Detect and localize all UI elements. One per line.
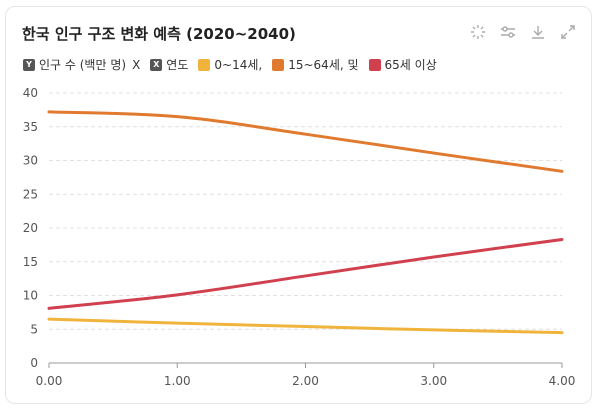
x-tick-label: 0.00	[36, 374, 63, 388]
legend-swatch-0	[198, 58, 211, 71]
x-tick-label: 3.00	[420, 374, 447, 388]
x-badge: X	[150, 58, 163, 71]
y-tick-label: 40	[23, 86, 38, 100]
series-line-2	[47, 237, 564, 310]
y-tick-label: 0	[30, 356, 38, 370]
chart-card: 한국 인구 구조 변화 예측 (2020~2040) Y 인구 수 (백만 명)…	[5, 6, 592, 404]
legend-y-axis: Y 인구 수 (백만 명) X	[23, 56, 146, 73]
expand-icon[interactable]	[559, 23, 577, 41]
filter-icon[interactable]	[499, 23, 517, 41]
chart-toolbar	[469, 23, 577, 41]
x-tick-label: 1.00	[164, 374, 191, 388]
download-icon[interactable]	[529, 23, 547, 41]
chart-title: 한국 인구 구조 변화 예측 (2020~2040)	[22, 25, 296, 43]
y-tick-label: 5	[30, 322, 38, 336]
legend-label-1: 15~64세, 및	[288, 58, 359, 72]
y-tick-label: 15	[23, 255, 38, 269]
select-icon[interactable]	[469, 23, 487, 41]
y-axis-label: 인구 수 (백만 명)	[39, 58, 127, 72]
legend-label-2: 65세 이상	[384, 58, 437, 72]
series-line-1	[47, 110, 564, 173]
series-line-0	[47, 317, 564, 335]
legend-x-axis: X 연도	[150, 56, 194, 73]
x-axis-label: 연도	[166, 58, 189, 72]
legend-swatch-1	[272, 58, 285, 71]
y-tick-label: 25	[23, 187, 38, 201]
legend-series-0[interactable]: 0~14세,	[198, 56, 268, 73]
x-tick-label: 4.00	[549, 374, 576, 388]
y-tick-label: 35	[23, 120, 38, 134]
legend-swatch-2	[368, 58, 381, 71]
y-badge: Y	[23, 58, 35, 71]
legend-series-2[interactable]: 65세 이상	[368, 56, 443, 73]
y-tick-label: 10	[23, 289, 38, 303]
legend-series-1[interactable]: 15~64세, 및	[272, 56, 364, 73]
y-tick-label: 20	[23, 221, 38, 235]
y-tick-label: 30	[23, 154, 38, 168]
legend-label-0: 0~14세,	[214, 58, 263, 72]
chart-legend: Y 인구 수 (백만 명) X X 연도 0~14세, 15~64세, 및 65…	[23, 56, 447, 73]
axis-separator: X	[132, 57, 141, 72]
x-tick-label: 2.00	[292, 374, 319, 388]
